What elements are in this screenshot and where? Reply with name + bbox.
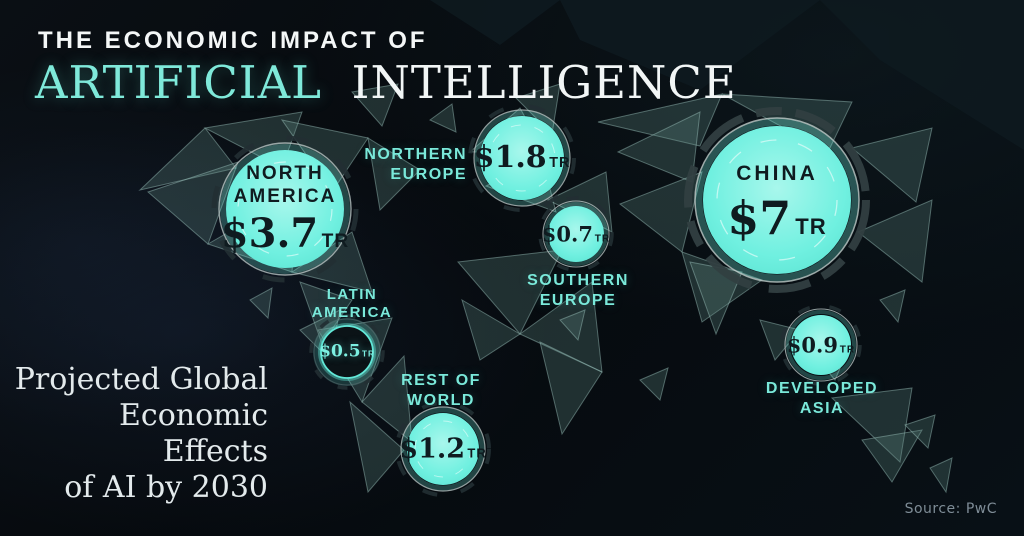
value-unit: TR [362,349,375,359]
bubble-region-label: NORTH AMERICA [233,162,337,207]
bubble-value: $1.2 TR [399,436,486,463]
value-amount: $3.7 [220,210,319,258]
bubble-value: $3.7 TR [221,214,349,254]
bubble-value: $0.5TR [319,341,375,362]
title-rest-word: INTELLIGENCE [351,56,737,109]
bubble-value: $0.9 TR [787,334,855,355]
bubble-region-label: CHINA [736,162,818,186]
title-kicker: THE ECONOMIC IMPACT OF [38,27,428,54]
value-amount: $1.8 [473,140,547,175]
value-amount: $0.5 [319,341,361,362]
value-unit: TR [321,231,350,253]
value-amount: $0.9 [786,332,838,358]
bubble-latin-america: $0.5TR [319,341,375,362]
label-southern-europe: SOUTHERN EUROPE [527,272,629,309]
bubble-value: $7 TR [727,195,826,241]
label-latin-america: LATIN AMERICA [311,286,393,322]
value-unit: TR [467,445,487,461]
bubble-southern-europe: $0.7 TR [542,223,610,244]
value-unit: TR [795,213,827,239]
value-unit: TR [594,233,611,245]
source-credit: Source: PwC [904,501,997,517]
bubble-value: $1.8 TR [474,143,571,173]
chart-subtitle: Projected Global Economic Effects of AI … [14,362,268,505]
value-unit: TR [549,155,571,171]
value-unit: TR [839,344,856,356]
value-amount: $7 [727,190,792,245]
bubble-value: $0.7 TR [542,223,610,244]
bubble-china: CHINA $7 TR [727,161,826,241]
bubble-developed-asia: $0.9 TR [787,334,855,355]
bubble-northern-europe: $1.8 TR [474,143,571,173]
value-amount: $1.2 [399,433,466,465]
bubble-rest-of-world: $1.2 TR [399,436,486,463]
label-developed-asia: DEVELOPED ASIA [765,380,879,417]
bubble-north-america: NORTH AMERICA $3.7 TR [221,162,349,254]
page-title: ARTIFICIAL INTELLIGENCE [35,56,737,109]
title-accent-word: ARTIFICIAL [35,56,322,109]
value-amount: $0.7 [541,221,593,247]
label-northern-europe: NORTHERN EUROPE [364,146,467,183]
label-rest-of-world: REST OF WORLD [401,372,481,409]
